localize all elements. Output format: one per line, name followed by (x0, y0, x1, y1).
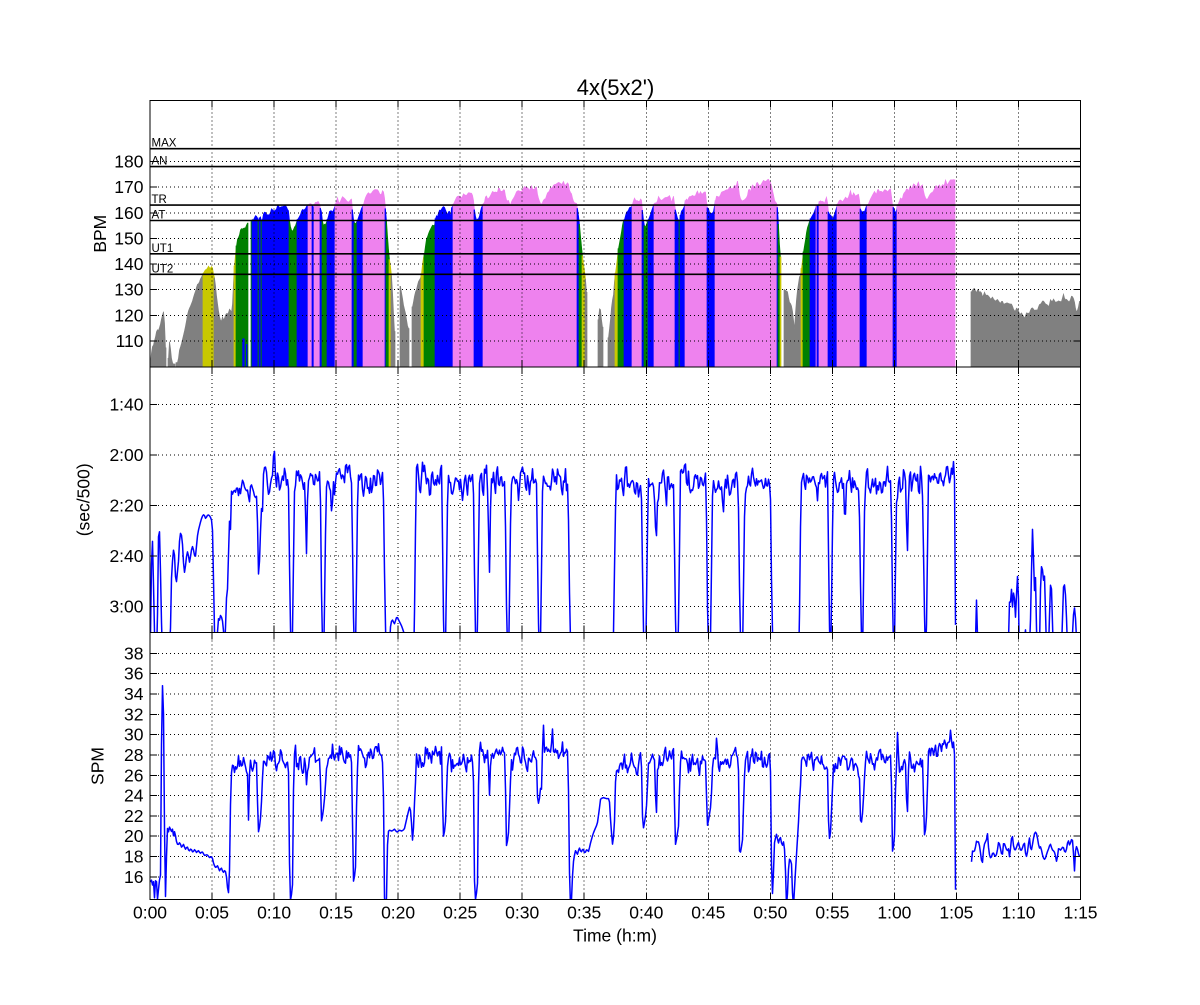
svg-text:110: 110 (116, 331, 144, 351)
svg-text:32: 32 (124, 704, 143, 724)
svg-text:130: 130 (114, 280, 143, 300)
svg-text:0:10: 0:10 (257, 903, 291, 923)
svg-text:TR: TR (152, 194, 167, 206)
svg-text:36: 36 (124, 664, 143, 684)
svg-text:0:30: 0:30 (505, 903, 539, 923)
svg-text:16: 16 (124, 867, 143, 887)
svg-text:SPM: SPM (88, 747, 108, 785)
svg-text:MAX: MAX (152, 138, 177, 150)
svg-text:0:45: 0:45 (691, 903, 725, 923)
svg-text:150: 150 (114, 228, 143, 248)
svg-text:18: 18 (124, 847, 143, 867)
svg-text:0:20: 0:20 (381, 903, 415, 923)
svg-text:UT2: UT2 (152, 263, 174, 275)
svg-text:0:00: 0:00 (133, 903, 167, 923)
svg-text:180: 180 (114, 152, 143, 172)
svg-text:0:15: 0:15 (319, 903, 353, 923)
svg-text:2:20: 2:20 (109, 495, 143, 515)
svg-text:0:25: 0:25 (443, 903, 477, 923)
svg-text:20: 20 (124, 826, 144, 846)
svg-text:120: 120 (114, 305, 143, 325)
svg-text:1:05: 1:05 (939, 903, 973, 923)
svg-text:38: 38 (124, 643, 143, 663)
svg-text:2:40: 2:40 (109, 546, 143, 566)
svg-text:34: 34 (124, 684, 144, 704)
svg-text:140: 140 (114, 254, 143, 274)
svg-text:24: 24 (124, 786, 144, 806)
svg-text:1:40: 1:40 (109, 394, 143, 414)
svg-text:1:15: 1:15 (1063, 903, 1097, 923)
svg-text:0:35: 0:35 (567, 903, 601, 923)
svg-text:0:05: 0:05 (195, 903, 229, 923)
svg-text:1:10: 1:10 (1001, 903, 1035, 923)
svg-text:170: 170 (114, 177, 143, 197)
svg-text:22: 22 (124, 806, 143, 826)
svg-text:3:00: 3:00 (109, 596, 143, 616)
svg-text:28: 28 (124, 745, 143, 765)
svg-text:2:00: 2:00 (109, 445, 143, 465)
svg-text:AT: AT (152, 210, 166, 222)
svg-text:26: 26 (124, 765, 143, 785)
svg-text:1:00: 1:00 (877, 903, 911, 923)
svg-text:0:50: 0:50 (753, 903, 787, 923)
svg-text:BPM: BPM (90, 215, 110, 253)
svg-text:160: 160 (114, 203, 143, 223)
svg-text:AN: AN (152, 156, 168, 168)
svg-text:0:55: 0:55 (815, 903, 849, 923)
svg-text:0:40: 0:40 (629, 903, 663, 923)
svg-text:4x(5x2'): 4x(5x2') (577, 75, 655, 100)
svg-text:UT1: UT1 (152, 243, 174, 255)
svg-text:Time (h:m): Time (h:m) (573, 926, 657, 946)
svg-text:(sec/500): (sec/500) (74, 463, 94, 536)
svg-text:30: 30 (124, 725, 144, 745)
